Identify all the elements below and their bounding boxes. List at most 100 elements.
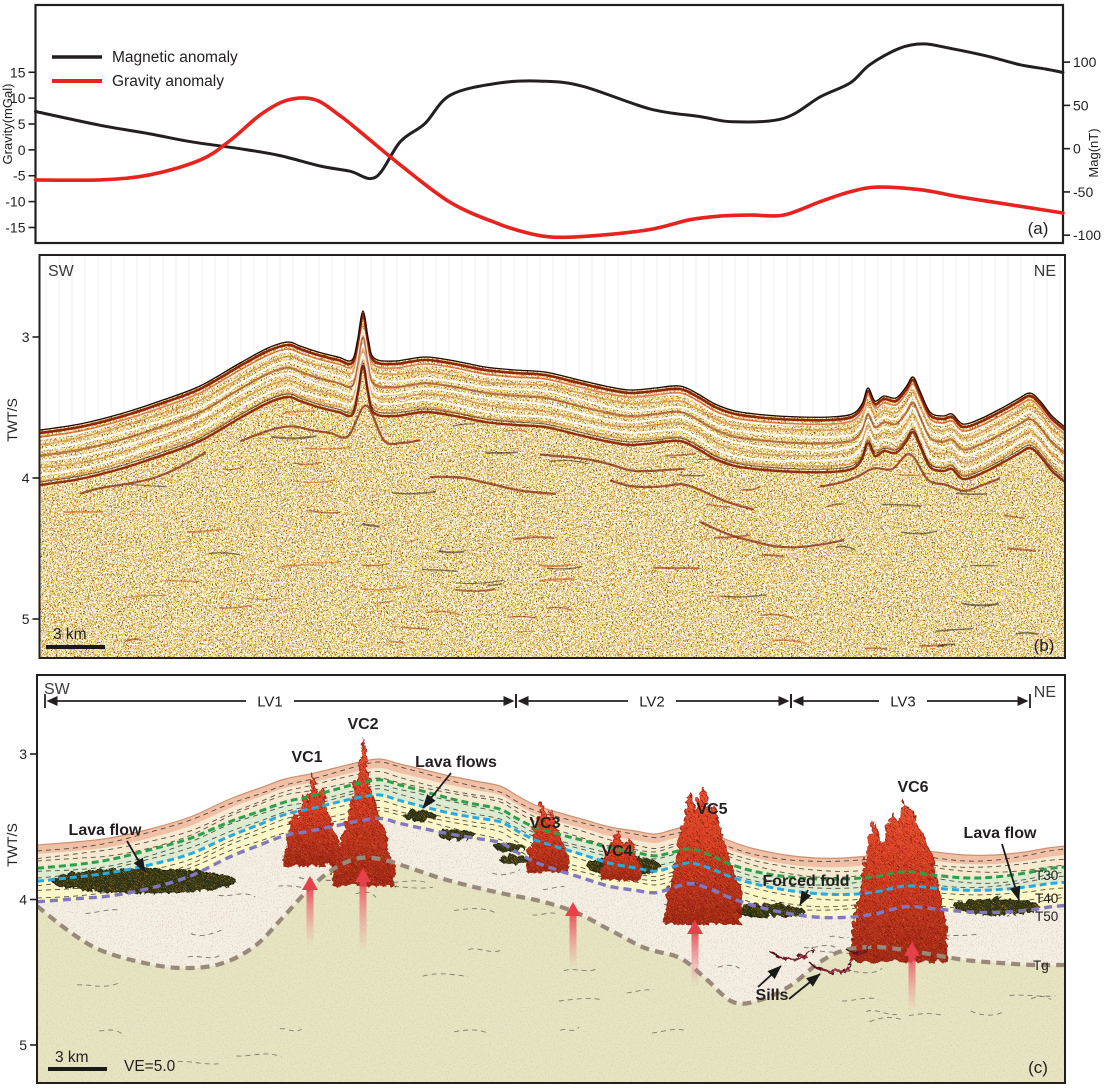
texture-squiggle [842, 997, 879, 1002]
lv-arrowhead-left [46, 696, 58, 706]
panel-c-scalebar [48, 1067, 107, 1071]
texture-squiggle [422, 973, 468, 977]
panel-c-scalebar-label: 3 km [55, 1049, 89, 1066]
texture-squiggle [393, 885, 433, 889]
label-vc2: VC2 [347, 716, 378, 733]
texture-squiggle [187, 955, 221, 959]
panel-b-yaxis-title: TWT/S [4, 398, 20, 442]
texture-squiggle [542, 886, 565, 891]
label-vc4: VC4 [601, 843, 632, 860]
magma-arrow-head [687, 920, 703, 934]
texture-squiggle [454, 1029, 489, 1034]
texture-squiggle [652, 1028, 685, 1034]
panel-a-label: (a) [1028, 219, 1049, 238]
texture-squiggle [99, 1029, 123, 1035]
lv-label-lv3: LV3 [890, 694, 916, 711]
annotation-arrow [1001, 843, 1021, 901]
texture-squiggle [77, 982, 120, 987]
twt-tick-label: 4 [22, 470, 30, 486]
texture-squiggle [908, 1013, 942, 1017]
horizon-t40 [37, 793, 1065, 897]
magma-arrow-shaft [569, 914, 577, 968]
annotation-arrow [126, 840, 146, 873]
mag-tick-label: 0 [1073, 141, 1081, 157]
label-vc5: VC5 [696, 801, 727, 818]
twt-tick-label: 5 [19, 1037, 27, 1053]
annotation-lava-flows: Lava flows [415, 754, 497, 771]
gravity-axis-title: Gravity(mGal) [0, 84, 15, 165]
texture-squiggle [236, 1053, 282, 1058]
annotation-arrow [422, 772, 452, 809]
texture-squiggle [563, 967, 600, 972]
annotation-sills: Sills [756, 987, 789, 1004]
magma-arrow-shaft [306, 888, 314, 944]
panel-c-ne-label: NE [1034, 684, 1056, 701]
panel-c-drawing [37, 736, 1065, 1083]
legend-gravity-label: Gravity anomaly [112, 73, 224, 90]
twt-tick-label: 3 [22, 329, 30, 345]
texture-squiggle [803, 945, 837, 949]
texture-squiggle [298, 877, 332, 881]
horizon-label-t30: T30 [1035, 868, 1058, 883]
gravity-tick-label: 15 [10, 64, 26, 80]
sills [767, 943, 870, 973]
magma-arrow-shaft [359, 880, 367, 950]
texture-squiggle [85, 909, 120, 914]
magnetic-anomaly-curve [34, 42, 1065, 181]
mag-tick-label: -100 [1073, 227, 1101, 243]
magma-arrow-head [355, 868, 371, 882]
mag-tick-label: 50 [1073, 97, 1089, 113]
gravity-tick-label: 10 [10, 90, 26, 106]
mag-axis-title: Mag(nT) [1086, 128, 1101, 177]
panel-c-sw-label: SW [44, 681, 71, 698]
texture-squiggle [279, 1028, 302, 1032]
texture-squiggle [468, 948, 503, 953]
texture-squiggle [218, 893, 256, 898]
gravity-anomaly-curve [33, 96, 1065, 240]
twt-tick-label: 5 [22, 611, 30, 627]
twt-tick-label: 4 [19, 892, 27, 908]
texture-squiggle [844, 968, 883, 974]
mag-tick-label: 100 [1073, 54, 1097, 70]
horizon-t30 [37, 778, 1065, 881]
mag-tick-label: -50 [1073, 184, 1093, 200]
panel-a-frame [34, 3, 1065, 245]
annotation-arrow [799, 889, 812, 906]
annotation-lava-flow: Lava flow [964, 825, 1037, 842]
panel-c-frame [36, 674, 1066, 1084]
label-vc3: VC3 [529, 815, 560, 832]
magma-arrow-shaft [908, 954, 916, 1010]
panel-c-yaxis-title: TWT/S [4, 823, 20, 867]
annotation-lava-flow: Lava flow [69, 822, 142, 839]
texture-squiggle [626, 989, 654, 994]
horizon-label-t50: T50 [1035, 909, 1058, 924]
texture-squiggle [869, 1017, 904, 1023]
twt-tick-label: 3 [19, 746, 27, 762]
texture-squiggle [717, 964, 740, 969]
texture-squiggle [865, 1010, 897, 1015]
annotation-arrow [757, 965, 782, 988]
panel-c-label: (c) [1028, 1058, 1048, 1077]
lv-arrowhead-right [503, 696, 515, 706]
gravity-tick-label: -15 [5, 219, 25, 235]
lv-arrowhead-right [1017, 696, 1029, 706]
lv-label-lv1: LV1 [257, 694, 283, 711]
lv-arrowhead-left [517, 696, 529, 706]
texture-squiggle [1009, 994, 1056, 997]
panel-b-scalebar [46, 645, 105, 649]
sill [808, 958, 856, 973]
texture-squiggle [454, 908, 497, 914]
panel-c-ve-label: VE=5.0 [124, 1058, 176, 1075]
texture-squiggle [177, 1061, 219, 1065]
texture-squiggle [560, 1026, 580, 1031]
panel-b-ne-label: NE [1034, 263, 1056, 280]
texture-squiggle [190, 929, 222, 936]
panel-b-label: (b) [1034, 636, 1055, 655]
legend-magnetic-label: Magnetic anomaly [112, 49, 238, 66]
lv-arrowhead-right [778, 696, 790, 706]
horizon-t50 [37, 816, 1065, 920]
gravity-tick-label: -10 [5, 194, 25, 210]
